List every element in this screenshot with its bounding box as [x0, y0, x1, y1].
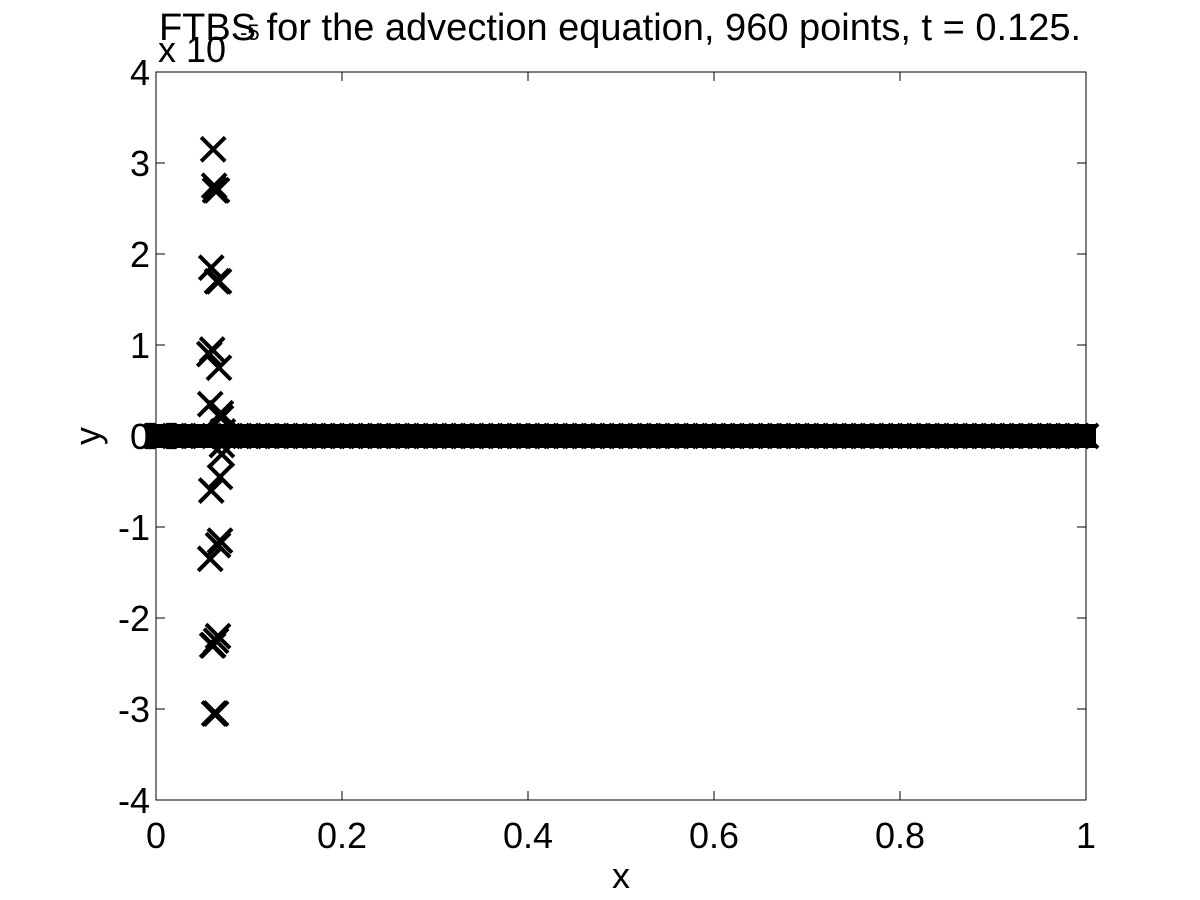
data-point-marker — [206, 463, 234, 491]
marker-stroke — [205, 354, 233, 382]
marker-stroke — [202, 700, 230, 727]
marker-stroke — [1072, 422, 1100, 450]
data-markers — [142, 135, 1100, 727]
data-point-marker — [1072, 422, 1100, 450]
y-tick-label: -2 — [118, 598, 150, 639]
y-tick-label: -1 — [118, 507, 150, 548]
data-point-marker — [204, 622, 232, 650]
x-tick-label: 0.4 — [503, 815, 553, 856]
data-point-marker — [196, 545, 224, 573]
marker-stroke — [1063, 422, 1091, 450]
data-point-marker — [197, 254, 225, 282]
data-point-marker — [1063, 422, 1091, 450]
marker-stroke — [208, 440, 236, 468]
marker-stroke — [199, 135, 227, 163]
x-axis-label: x — [612, 855, 630, 896]
marker-stroke — [197, 477, 225, 505]
data-point-marker — [206, 527, 234, 555]
data-point-marker — [197, 477, 225, 505]
y-tick-label: 2 — [130, 234, 150, 275]
marker-stroke — [203, 176, 231, 204]
marker-stroke — [197, 254, 225, 282]
chart-title: FTBS for the advection equation, 960 poi… — [159, 7, 1081, 49]
marker-stroke — [207, 399, 235, 427]
marker-stroke — [205, 267, 233, 295]
marker-stroke — [206, 463, 234, 491]
y-tick-label: -4 — [118, 780, 150, 821]
y-tick-label: 1 — [130, 325, 150, 366]
y-tick-label: 3 — [130, 143, 150, 184]
x-tick-label: 0.6 — [689, 815, 739, 856]
x-tick-label: 1 — [1076, 815, 1096, 856]
x-tick-label: 0.8 — [875, 815, 925, 856]
marker-stroke — [206, 527, 234, 555]
data-point-marker — [199, 135, 227, 163]
data-point-marker — [205, 354, 233, 382]
y-axis-label: y — [67, 427, 108, 445]
data-point-marker — [198, 336, 226, 363]
marker-stroke — [189, 422, 216, 450]
x-tick-label: 0.2 — [317, 815, 367, 856]
data-point-marker — [202, 700, 230, 727]
marker-stroke — [198, 336, 226, 363]
marker-stroke — [204, 622, 232, 650]
data-point-marker — [179, 422, 207, 450]
data-point-marker — [203, 176, 231, 204]
y-multiplier-base: x 10 — [158, 29, 226, 70]
x-tick-label: 0 — [146, 815, 166, 856]
data-point-marker — [205, 267, 233, 295]
y-tick-label: 4 — [130, 52, 150, 93]
data-point-marker — [207, 399, 235, 427]
marker-stroke — [179, 422, 207, 450]
marker-stroke — [196, 545, 224, 573]
data-point-marker — [208, 440, 236, 468]
y-multiplier-exponent: -5 — [240, 20, 260, 45]
y-tick-label: -3 — [118, 689, 150, 730]
